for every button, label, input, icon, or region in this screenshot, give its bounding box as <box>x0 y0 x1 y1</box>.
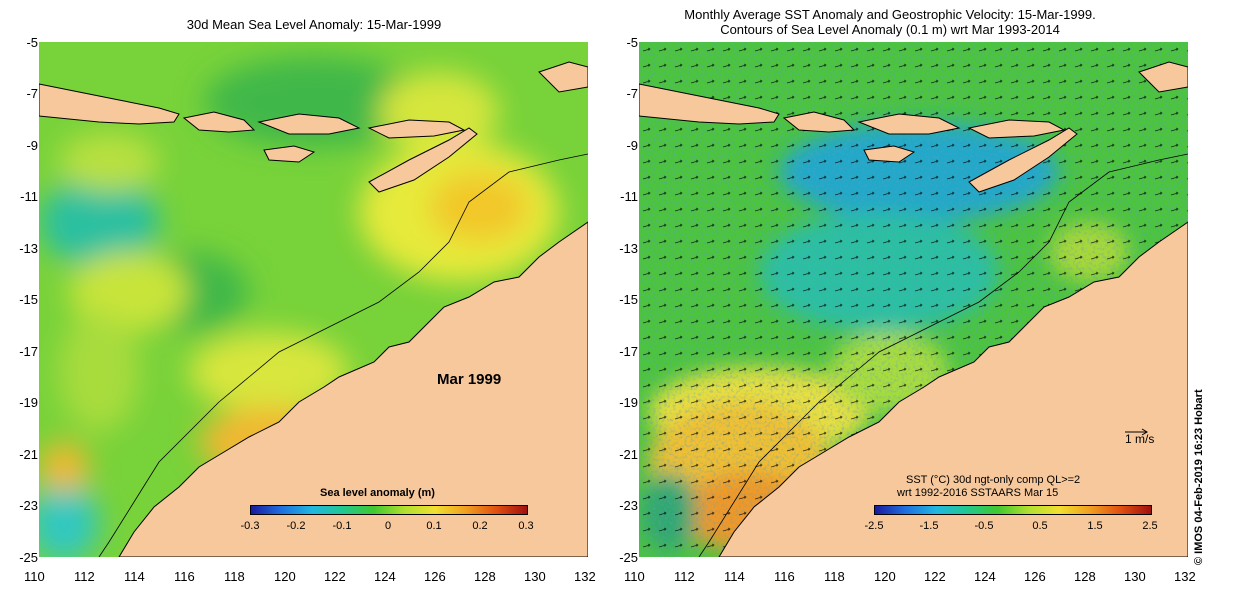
imos-credit: © IMOS 04-Feb-2019 16:23 Hobart <box>1193 389 1205 565</box>
x-tick: 132 <box>1174 569 1196 584</box>
x-tick: 118 <box>824 569 845 584</box>
x-tick: 114 <box>724 569 745 584</box>
x-tick: 112 <box>74 569 95 584</box>
left-cb-tick: -0.1 <box>332 520 352 532</box>
right-cb-tick: 1.5 <box>1087 520 1103 532</box>
x-tick: 120 <box>874 569 896 584</box>
island-northeast <box>538 61 588 93</box>
right-cb-tick: 0.5 <box>1032 520 1048 532</box>
y-tick: -17 <box>619 344 638 359</box>
right-cb-title-line2: wrt 1992-2016 SSTAARS Mar 15 <box>897 487 1059 499</box>
right-cb-title-line1: SST (°C) 30d ngt-only comp QL>=2 <box>906 474 1081 486</box>
x-tick: 128 <box>1074 569 1096 584</box>
right-y-axis: -5 -7 -9 -11 -13 -15 -17 -19 -21 -23 -25 <box>600 35 638 565</box>
x-tick: 110 <box>624 569 645 584</box>
x-tick: 132 <box>574 569 596 584</box>
right-cb-tick: -0.5 <box>974 520 994 532</box>
shelf-contour <box>98 153 588 557</box>
y-tick: -11 <box>20 189 38 204</box>
island-sumba <box>863 145 916 163</box>
x-tick: 110 <box>24 569 45 584</box>
right-x-axis: 110 112 114 116 118 120 122 124 126 128 … <box>624 569 1204 587</box>
left-cb-tick: 0.3 <box>518 520 534 532</box>
left-colorbar-ticks: -0.3 -0.2 -0.1 0 0.1 0.2 0.3 <box>230 520 546 536</box>
y-tick: -7 <box>26 86 38 101</box>
island-flores <box>967 119 1066 139</box>
island-flores <box>367 119 466 139</box>
y-tick: -25 <box>619 550 638 565</box>
left-cb-tick: -0.2 <box>286 520 306 532</box>
x-tick: 124 <box>374 569 396 584</box>
island-sumba <box>263 145 316 163</box>
left-cb-tick: -0.3 <box>240 520 260 532</box>
y-tick: -15 <box>19 292 38 307</box>
y-tick: -5 <box>26 35 38 50</box>
island-java <box>39 83 180 125</box>
y-tick: -5 <box>626 35 638 50</box>
island-bali-lombok <box>182 111 256 133</box>
velocity-scale-label: 1 m/s <box>1125 432 1154 446</box>
right-cb-tick: 2.5 <box>1142 520 1158 532</box>
x-tick: 128 <box>474 569 496 584</box>
right-title-line1: Monthly Average SST Anomaly and Geostrop… <box>684 7 1096 22</box>
right-cb-tick: -2.5 <box>864 520 884 532</box>
scale-arrowhead <box>1141 428 1148 436</box>
x-tick: 122 <box>324 569 346 584</box>
x-tick: 120 <box>274 569 296 584</box>
x-tick: 116 <box>774 569 795 584</box>
y-tick: -15 <box>619 292 638 307</box>
month-label: Mar 1999 <box>437 371 501 388</box>
x-tick: 114 <box>124 569 145 584</box>
island-sumbawa <box>257 113 361 135</box>
right-title-line2: Contours of Sea Level Anomaly (0.1 m) wr… <box>720 22 1060 37</box>
island-northeast <box>1138 61 1188 93</box>
australia-landmass <box>718 221 1188 557</box>
x-tick: 126 <box>1024 569 1046 584</box>
left-colorbar-title: Sea level anomaly (m) <box>320 487 435 499</box>
island-timor <box>968 127 1078 193</box>
sla-contour <box>698 153 1188 557</box>
island-java <box>639 83 780 125</box>
right-colorbar <box>874 505 1152 515</box>
island-bali-lombok <box>782 111 856 133</box>
x-tick: 126 <box>424 569 446 584</box>
y-tick: -7 <box>626 86 638 101</box>
y-tick: -13 <box>19 241 38 256</box>
y-tick: -23 <box>19 498 38 513</box>
x-tick: 118 <box>224 569 245 584</box>
left-y-axis: -5 -7 -9 -11 -13 -15 -17 -19 -21 -23 -25 <box>0 35 38 565</box>
y-tick: -21 <box>619 447 638 462</box>
left-x-axis: 110 112 114 116 118 120 122 124 126 128 … <box>24 569 604 587</box>
island-sumbawa <box>857 113 961 135</box>
sea-level-anomaly-map: Mar 1999 <box>39 42 588 557</box>
x-tick: 124 <box>974 569 996 584</box>
y-tick: -19 <box>619 395 638 410</box>
y-tick: -9 <box>626 138 638 153</box>
sst-anomaly-map: 1 m/s <box>639 42 1188 557</box>
y-tick: -25 <box>19 550 38 565</box>
x-tick: 130 <box>1124 569 1146 584</box>
left-cb-tick: 0.2 <box>472 520 488 532</box>
left-colorbar <box>250 505 528 515</box>
y-tick: -9 <box>26 138 38 153</box>
left-cb-tick: 0 <box>384 520 392 532</box>
x-tick: 112 <box>674 569 695 584</box>
left-cb-tick: 0.1 <box>426 520 442 532</box>
x-tick: 130 <box>524 569 546 584</box>
right-colorbar-ticks: -2.5 -1.5 -0.5 0.5 1.5 2.5 <box>854 520 1170 536</box>
x-tick: 116 <box>174 569 195 584</box>
right-cb-tick: -1.5 <box>919 520 939 532</box>
island-timor <box>368 127 478 193</box>
y-tick: -19 <box>19 395 38 410</box>
y-tick: -21 <box>19 447 38 462</box>
y-tick: -13 <box>619 241 638 256</box>
australia-landmass <box>118 221 588 557</box>
left-map-title: 30d Mean Sea Level Anomaly: 15-Mar-1999 <box>186 17 442 32</box>
y-tick: -11 <box>620 189 638 204</box>
y-tick: -17 <box>19 344 38 359</box>
y-tick: -23 <box>619 498 638 513</box>
x-tick: 122 <box>924 569 946 584</box>
right-map-title: Monthly Average SST Anomaly and Geostrop… <box>640 7 1140 37</box>
